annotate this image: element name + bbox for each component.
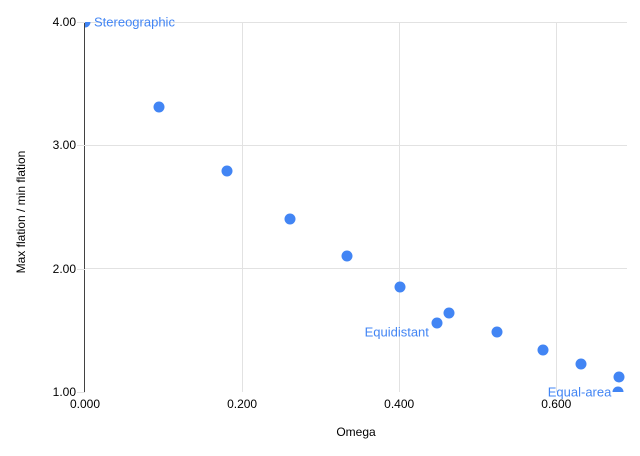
data-point: [394, 281, 406, 293]
data-point: [85, 22, 91, 28]
y-tick-label: 1.00: [52, 385, 76, 399]
y-tick-label: 4.00: [52, 15, 76, 29]
data-point: [153, 101, 165, 113]
x-gridline: [398, 22, 400, 392]
x-tick-label: 0.200: [227, 397, 258, 411]
data-point: [284, 213, 296, 225]
data-point: [341, 250, 353, 262]
data-point: [612, 386, 624, 392]
data-point: [221, 165, 233, 177]
y-axis-title: Max flation / min flation: [14, 150, 28, 274]
y-tick-mark: [77, 145, 85, 147]
x-axis-title: Omega: [336, 425, 376, 439]
x-gridline: [555, 22, 557, 392]
x-tick-label: 0.600: [541, 397, 572, 411]
data-point: [431, 317, 443, 329]
data-point: [443, 307, 455, 319]
y-tick-mark: [77, 392, 85, 393]
point-annotation-stereographic: Stereographic: [94, 14, 175, 30]
y-gridline: [85, 22, 627, 23]
data-point: [575, 358, 587, 370]
y-gridline: [85, 391, 627, 392]
point-annotation-equal-area: Equal-area: [547, 384, 612, 400]
y-axis-line: [84, 22, 85, 393]
x-tick-label: 0.400: [384, 397, 415, 411]
x-gridline: [241, 22, 243, 392]
x-tick-label: 0.000: [69, 397, 101, 411]
y-gridline: [85, 268, 627, 270]
plot-area: [85, 22, 627, 392]
y-tick-label: 3.00: [52, 138, 76, 153]
data-point: [613, 371, 625, 383]
y-tick-mark: [77, 268, 85, 270]
y-gridline: [85, 144, 627, 146]
data-point: [491, 326, 503, 338]
y-tick-mark: [77, 22, 85, 23]
data-point: [537, 344, 549, 356]
y-tick-label: 2.00: [52, 261, 76, 276]
point-annotation-equidistant: Equidistant: [364, 324, 429, 340]
